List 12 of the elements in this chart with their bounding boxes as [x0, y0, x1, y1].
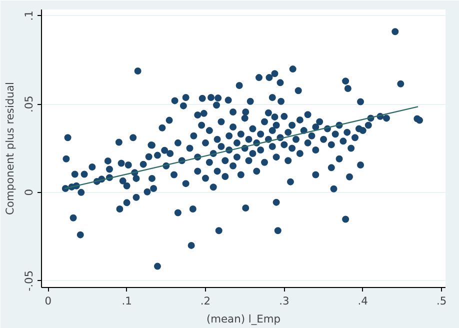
x-tick-label: .2	[200, 294, 211, 308]
x-axis-title: (mean) l_Emp	[206, 312, 281, 326]
x-tick-label: .4	[358, 294, 368, 308]
y-tick-label: 0	[22, 188, 36, 196]
x-tick-label: .3	[279, 294, 290, 308]
x-tick-label: 0	[44, 294, 52, 308]
y-tick-label: .1	[22, 10, 36, 21]
y-axis-title: Component plus residual	[4, 82, 16, 215]
y-tick-label: -.05	[22, 270, 36, 292]
x-tick-label: .5	[436, 294, 447, 308]
x-tick-label: .1	[122, 294, 132, 308]
y-tick-label: .05	[22, 96, 36, 113]
